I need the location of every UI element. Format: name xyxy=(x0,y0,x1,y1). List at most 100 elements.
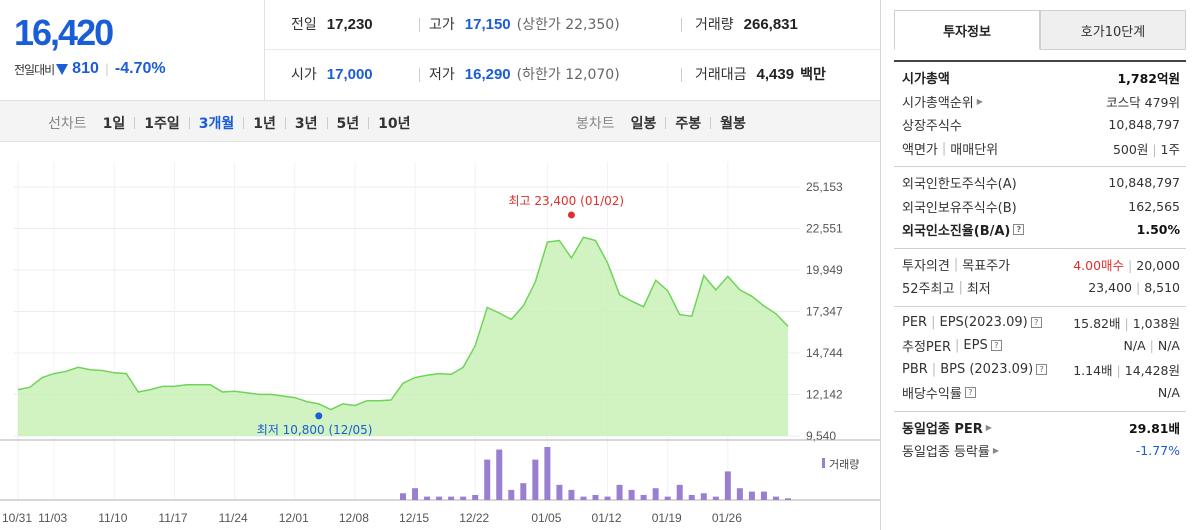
x-tick-label: 12/08 xyxy=(339,511,369,525)
info-section: 시가총액 1,782억원 시가총액순위 ▶ 코스닥 479위 상장주식수 10,848,79… xyxy=(894,60,1186,166)
open-price: 시가 17,000 xyxy=(291,64,373,84)
candle-daily-button[interactable]: 일봉 xyxy=(630,116,657,132)
divider xyxy=(188,117,190,129)
day-low-label: 저가 xyxy=(429,67,455,83)
info-row[interactable]: 동일업종 등락률 ▶ -1.77% xyxy=(894,439,1186,463)
period-3y-button[interactable]: 3년 xyxy=(294,116,318,132)
volume-bar xyxy=(712,496,719,500)
volume-legend: 거래량 xyxy=(829,458,859,471)
info-value-text: 8,510 xyxy=(1144,280,1180,296)
divider: | xyxy=(1116,362,1121,378)
info-value: 10,848,797 xyxy=(1108,117,1180,132)
info-label-text: 52주최고 xyxy=(902,282,955,298)
info-value: 4.00매수 | 20,000 xyxy=(1073,255,1180,274)
line-chart-label: 선차트 xyxy=(48,116,87,132)
info-value-text: N/A xyxy=(1157,385,1180,401)
help-icon[interactable]: ? xyxy=(1036,363,1048,375)
volume-bar xyxy=(700,493,707,500)
volume-bar xyxy=(724,471,731,500)
divider: | xyxy=(953,256,959,272)
info-row[interactable]: 동일업종 PER ▶ 29.81배 xyxy=(894,416,1186,440)
change-label: 전일대비 xyxy=(14,62,55,77)
help-icon[interactable]: ? xyxy=(1013,224,1025,236)
info-row[interactable]: PBR | BPS (2023.09)? 1.14배 | 14,428원 xyxy=(894,358,1186,382)
current-price: 16,420 xyxy=(14,12,114,53)
divider xyxy=(284,117,286,129)
chevron-right-icon[interactable]: ▶ xyxy=(992,446,1000,456)
period-1d-button[interactable]: 1일 xyxy=(102,116,126,132)
prev-close-value: 17,230 xyxy=(326,16,373,33)
info-label-text: 시가총액순위 xyxy=(902,95,974,111)
info-label: 동일업종 등락률 ▶ xyxy=(902,441,999,460)
volume-label: 거래량 xyxy=(695,17,734,33)
volume-bar xyxy=(544,447,551,500)
info-row[interactable]: 추정PER | EPS? N/A | N/A xyxy=(894,334,1186,358)
volume-bar xyxy=(580,496,587,500)
info-value-text: 23,400 xyxy=(1088,280,1132,296)
info-value-text: 500원 xyxy=(1112,141,1149,157)
divider xyxy=(243,117,245,129)
x-tick-label: 12/01 xyxy=(279,511,309,525)
change-percent: -4.70% xyxy=(114,60,166,77)
help-icon[interactable]: ? xyxy=(1030,316,1042,328)
tab-investment-info[interactable]: 투자정보 xyxy=(894,10,1040,50)
period-1y-button[interactable]: 1년 xyxy=(253,116,276,132)
chevron-right-icon[interactable]: ▶ xyxy=(976,96,983,106)
period-3m-button[interactable]: 3개월 xyxy=(198,116,235,132)
open-label: 시가 xyxy=(291,67,317,83)
prev-close-label: 전일 xyxy=(291,17,317,33)
day-low: 저가 16,290 (하한가 12,070) xyxy=(429,64,620,84)
day-high-value: 17,150 xyxy=(464,16,511,33)
info-row[interactable]: 외국인소진율(B/A)? 1.50% xyxy=(894,218,1186,242)
info-label: 배당수익률? xyxy=(902,383,976,402)
volume-bar xyxy=(400,493,406,500)
info-label-text: 외국인한도주식수(A) xyxy=(902,177,1017,193)
high-annotation: 최고 23,400 (01/02) xyxy=(508,194,624,208)
price-chart[interactable]: 25,153 22,551 19,949 17,347 14,744 12,142 9,54… xyxy=(0,142,880,530)
volume-value: 266,831 xyxy=(743,16,798,33)
info-value-text: N/A xyxy=(1157,338,1180,354)
chevron-right-icon[interactable]: ▶ xyxy=(985,422,992,432)
info-label: 투자의견 | 목표주가 xyxy=(902,255,1010,274)
investment-info-panel: 투자정보 호가10단계 시가총액 1,782억원 시가총액순위 ▶ 코스닥 479위 상장… xyxy=(880,0,1194,530)
x-tick-label: 12/15 xyxy=(399,511,429,525)
divider: | xyxy=(104,62,109,76)
info-value-text: 1.50% xyxy=(1136,222,1180,238)
info-label-text: 배당수익률 xyxy=(902,387,962,403)
help-icon[interactable]: ? xyxy=(964,387,976,399)
trade-amount-label: 거래대금 xyxy=(695,67,747,83)
price-summary: 16,420 전일대비 810 | -4.70% xyxy=(0,0,264,100)
info-label-text: 최저 xyxy=(966,282,991,298)
period-5y-button[interactable]: 5년 xyxy=(336,116,360,132)
info-row[interactable]: PER | EPS(2023.09)? 15.82배 | 1,038원 xyxy=(894,311,1186,335)
info-label-text: 동일업종 PER xyxy=(902,421,983,437)
line-chart-periods: 선차트 1일 1주일 3개월 1년 3년 5년 10년 xyxy=(48,113,413,133)
info-label: 상장주식수 xyxy=(902,115,962,134)
divider xyxy=(710,117,712,129)
period-10y-button[interactable]: 10년 xyxy=(378,116,411,132)
help-icon[interactable]: ? xyxy=(990,340,1002,352)
info-value: 1.50% xyxy=(1137,222,1180,237)
info-label: PER | EPS(2023.09)? xyxy=(902,315,1042,330)
y-tick-label: 9,540 xyxy=(806,429,836,443)
info-label: PBR | BPS (2023.09)? xyxy=(902,362,1048,377)
volume-bar xyxy=(532,459,539,500)
info-label: 액면가 | 매매단위 xyxy=(902,139,998,158)
price-line xyxy=(17,236,789,411)
info-label: 외국인한도주식수(A) xyxy=(902,173,1017,192)
info-label: 동일업종 PER ▶ xyxy=(902,418,992,437)
upper-limit: (상한가 22,350) xyxy=(516,17,620,33)
candle-weekly-button[interactable]: 주봉 xyxy=(675,116,702,132)
trade-amount: 거래대금 4,439 백만 xyxy=(695,64,826,84)
tab-order-book[interactable]: 호가10단계 xyxy=(1040,10,1186,50)
period-1w-button[interactable]: 1주일 xyxy=(144,116,180,132)
info-row[interactable]: 배당수익률? N/A xyxy=(894,381,1186,405)
candle-monthly-button[interactable]: 월봉 xyxy=(720,116,746,132)
info-row[interactable]: 시가총액순위 ▶ 코스닥 479위 xyxy=(894,90,1186,114)
divider: | xyxy=(1135,280,1141,296)
info-value: N/A | N/A xyxy=(1124,338,1180,353)
info-label-text: 상장주식수 xyxy=(902,119,962,135)
volume-bar xyxy=(448,496,455,500)
volume-bar xyxy=(460,496,467,500)
info-value: 1.14배 | 14,428원 xyxy=(1073,360,1180,379)
